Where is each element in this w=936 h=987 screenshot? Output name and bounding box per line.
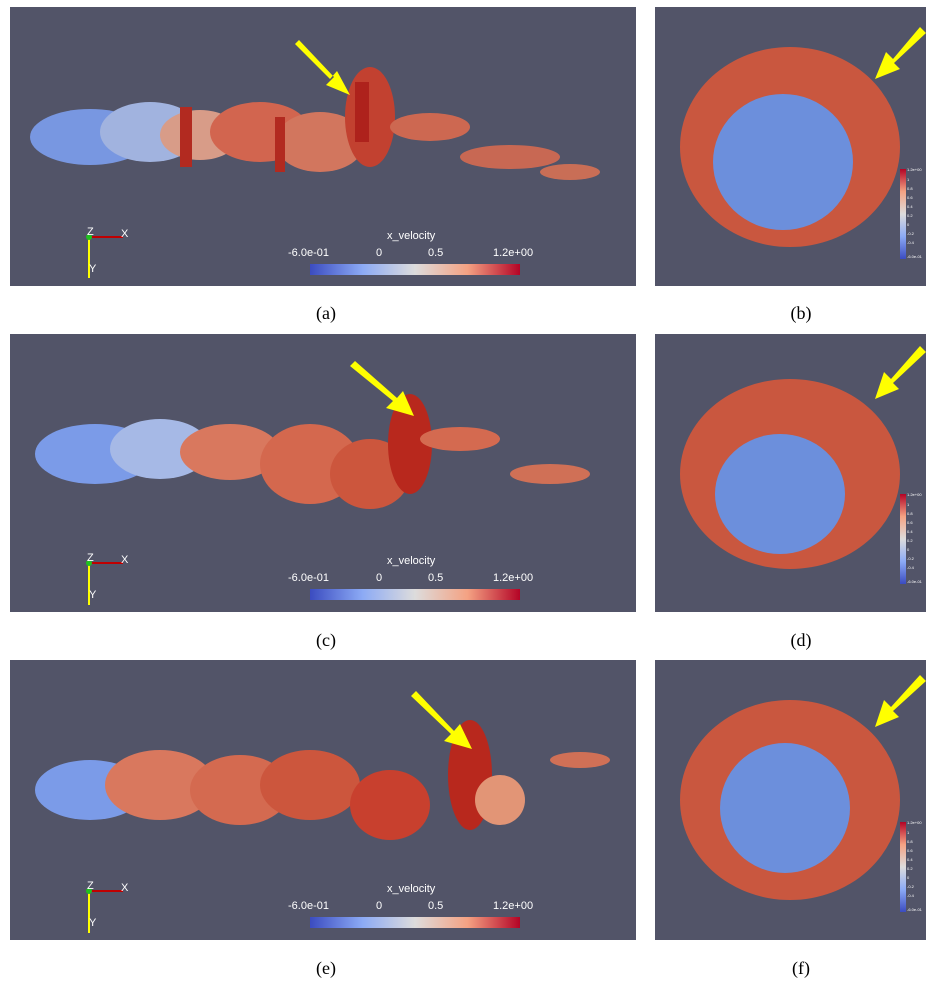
colorbar-tick-max: 1.2e+00 (493, 900, 534, 912)
colorbar-tick-min: -6.0e-01 (288, 900, 329, 912)
vortex-render-f (680, 675, 926, 900)
front-view-panel-b: 1.2e+00 1 0.8 0.6 0.4 0.2 0 -0.2 -0.4 -6… (655, 7, 926, 286)
colorbar-tick-min: -6.0e-01 (288, 572, 329, 584)
axis-y-label: Y (89, 263, 97, 275)
axis-z-label: Z (87, 880, 94, 892)
axis-x-label: X (121, 554, 129, 566)
vortex-render-c (35, 361, 590, 605)
arrow-indicator-d (875, 346, 926, 399)
axis-x-label: X (121, 882, 129, 894)
colorbar-tick-zero: 0 (376, 572, 383, 584)
vortex-render-a (30, 40, 600, 278)
colorbar (310, 917, 520, 928)
caption-f: (f) (792, 958, 810, 978)
arrow-indicator-f (875, 675, 926, 727)
arrow-indicator-c (350, 361, 414, 416)
mini-colorbar (900, 494, 906, 584)
side-view-panel-a: Z X Y x_velocity -6.0e-01 0 0.5 1.2e+00 (10, 7, 636, 286)
arrow-indicator-b (875, 27, 926, 79)
colorbar-tick-zero: 0 (376, 247, 383, 259)
axis-x-label: X (121, 228, 129, 240)
colorbar-title: x_velocity (387, 230, 436, 242)
vortex-render-b (680, 27, 926, 247)
colorbar-tick-mid: 0.5 (428, 900, 444, 912)
mini-colorbar (900, 822, 906, 912)
colorbar-tick-mid: 0.5 (428, 247, 444, 259)
colorbar-tick-max: 1.2e+00 (493, 247, 534, 259)
colorbar (310, 589, 520, 600)
colorbar (310, 264, 520, 275)
colorbar-tick-zero: 0 (376, 900, 383, 912)
colorbar-tick-mid: 0.5 (428, 572, 444, 584)
colorbar-title: x_velocity (387, 555, 436, 567)
side-view-panel-c: Z X Y x_velocity -6.0e-01 0 0.5 1.2e+00 (10, 334, 636, 612)
colorbar-title: x_velocity (387, 883, 436, 895)
colorbar-tick-max: 1.2e+00 (493, 572, 534, 584)
front-view-panel-f: 1.2e+00 1 0.8 0.6 0.4 0.2 0 -0.2 -0.4 -6… (655, 660, 926, 940)
side-view-panel-e: Z X Y x_velocity -6.0e-01 0 0.5 1.2e+00 (10, 660, 636, 940)
caption-a: (a) (316, 303, 336, 323)
vortex-render-e (35, 691, 610, 933)
caption-c: (c) (316, 630, 336, 650)
front-view-panel-d: 1.2e+00 1 0.8 0.6 0.4 0.2 0 -0.2 -0.4 -6… (655, 334, 926, 612)
arrow-indicator-e (411, 691, 472, 749)
caption-d: (d) (790, 630, 812, 650)
arrow-indicator-a (295, 40, 350, 95)
vortex-render-d (680, 346, 926, 569)
axis-y-label: Y (89, 589, 97, 601)
caption-e: (e) (316, 958, 336, 978)
axis-y-label: Y (89, 917, 97, 929)
caption-b: (b) (790, 303, 812, 323)
colorbar-tick-min: -6.0e-01 (288, 247, 329, 259)
axis-z-label: Z (87, 552, 94, 564)
axis-z-label: Z (87, 226, 94, 238)
mini-colorbar (900, 169, 906, 259)
